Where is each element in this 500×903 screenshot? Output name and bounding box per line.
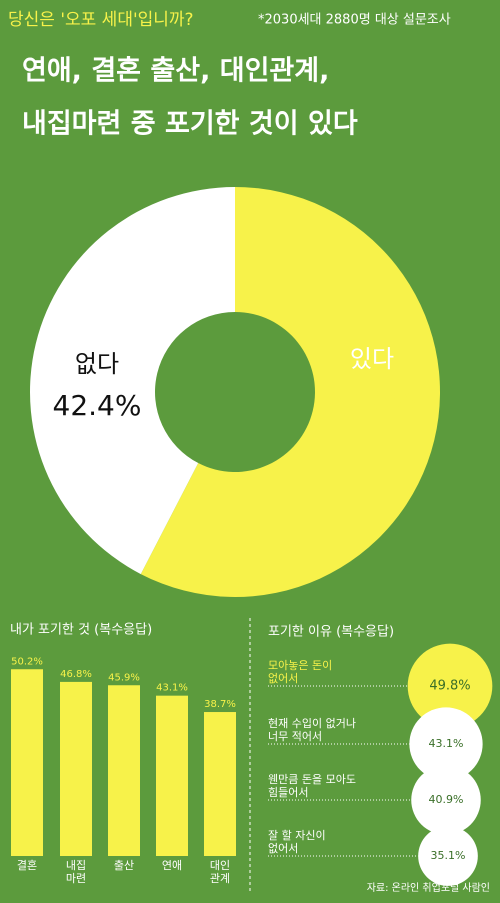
donut-slice bbox=[30, 187, 236, 575]
category-label: 내집 마련 bbox=[66, 859, 86, 885]
reason-label: 모아놓은 돈이 없어서 bbox=[268, 659, 332, 685]
slice-value: 57.6% bbox=[328, 384, 417, 417]
headline: 내집마련 중 포기한 것이 있다 bbox=[22, 109, 358, 140]
value-label: 38.7% bbox=[204, 699, 236, 710]
bar bbox=[11, 669, 43, 856]
value-label: 46.8% bbox=[60, 669, 92, 680]
value-label: 43.1% bbox=[429, 737, 464, 750]
donut-slice bbox=[140, 187, 441, 597]
value-label: 35.1% bbox=[431, 849, 466, 862]
bar bbox=[156, 695, 188, 856]
bubble bbox=[418, 826, 478, 886]
value-label: 40.9% bbox=[429, 793, 464, 806]
value-label: 43.1% bbox=[156, 683, 188, 694]
headline: 연애, 결혼 출산, 대인관계, bbox=[22, 56, 329, 87]
reason-label: 잘 할 자신이 없어서 bbox=[268, 829, 326, 855]
bar bbox=[108, 685, 140, 856]
value-label: 50.2% bbox=[11, 656, 43, 667]
bar bbox=[60, 681, 92, 856]
note: *2030세대 2880명 대상 설문조사 bbox=[258, 13, 451, 28]
bubble bbox=[407, 643, 493, 729]
category-label: 결혼 bbox=[17, 859, 37, 872]
question: 당신은 '오포 세대'입니까? bbox=[8, 10, 194, 30]
category-label: 대인 관계 bbox=[210, 859, 230, 885]
slice-label: 있다 bbox=[350, 345, 394, 373]
value-label: 49.8% bbox=[429, 679, 470, 694]
slice-value: 42.4% bbox=[53, 389, 142, 422]
bar bbox=[204, 712, 236, 856]
source: 자료: 온라인 취업포털 사람인 bbox=[367, 881, 490, 894]
value-label: 45.9% bbox=[108, 672, 140, 683]
reason-label: 현재 수입이 없거나 너무 적어서 bbox=[268, 717, 356, 743]
category-label: 연애 bbox=[162, 859, 182, 872]
bubble bbox=[409, 707, 483, 781]
chart-title: 포기한 이유 (복수응답) bbox=[268, 625, 394, 640]
reason-label: 웬만큼 돈을 모아도 힘들어서 bbox=[268, 773, 356, 799]
slice-label: 없다 bbox=[75, 350, 119, 378]
bubble bbox=[411, 765, 481, 835]
chart-title: 내가 포기한 것 (복수응답) bbox=[10, 623, 152, 638]
category-label: 출산 bbox=[114, 859, 134, 872]
